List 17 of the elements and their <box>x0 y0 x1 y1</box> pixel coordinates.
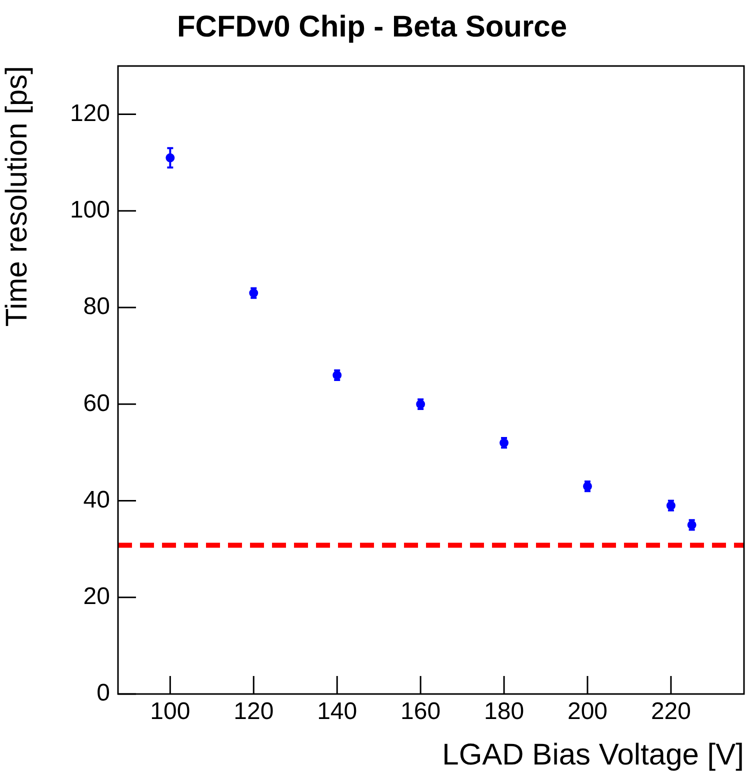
y-axis-title: Time resolution [ps] <box>0 66 34 327</box>
y-tick-label: 0 <box>96 680 110 707</box>
x-tick-label: 120 <box>234 698 274 726</box>
x-tick-label: 220 <box>650 698 691 726</box>
x-tick-label: 100 <box>150 698 190 726</box>
y-tick-label: 100 <box>70 196 110 224</box>
x-tick-label: 140 <box>317 698 358 726</box>
y-tick-label: 20 <box>83 583 110 610</box>
y-tick-label: 40 <box>83 486 110 514</box>
x-tick-label: 180 <box>484 698 524 726</box>
x-axis-title: LGAD Bias Voltage [V] <box>442 738 744 772</box>
x-tick-label: 200 <box>567 698 608 726</box>
x-tick-label: 160 <box>400 698 441 726</box>
y-tick-label: 120 <box>70 100 110 127</box>
chart-title: FCFDv0 Chip - Beta Source <box>176 10 568 44</box>
y-tick-label: 80 <box>83 293 110 320</box>
y-tick-label: 60 <box>83 390 110 417</box>
